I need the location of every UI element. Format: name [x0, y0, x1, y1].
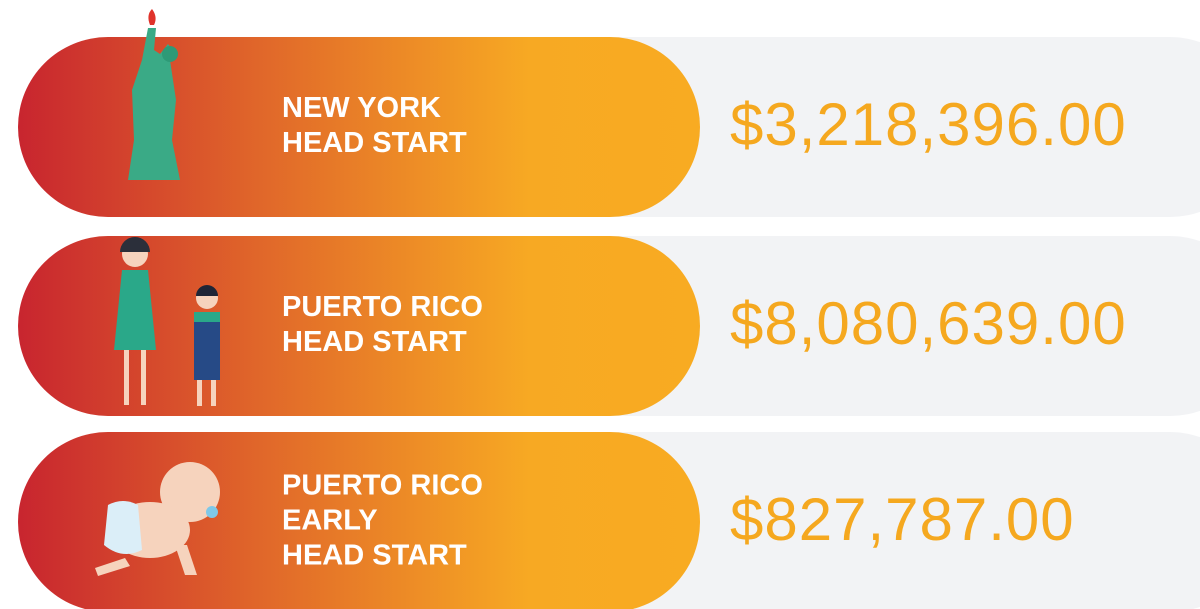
- icon-legs: [141, 350, 146, 405]
- program-label: HEAD START: [282, 127, 467, 159]
- page: NEW YORKHEAD START$3,218,396.00PUERTO RI…: [0, 0, 1200, 609]
- funding-amount: $3,218,396.00: [730, 91, 1127, 158]
- program-label: NEW YORK: [282, 92, 441, 124]
- program-label: PUERTO RICO: [282, 470, 483, 502]
- icon-legs: [124, 350, 129, 405]
- funding-amount: $827,787.00: [730, 486, 1075, 553]
- icon-head: [162, 46, 178, 62]
- icon-legs: [197, 380, 202, 406]
- program-label: EARLY: [282, 505, 378, 537]
- icon-pants: [194, 322, 220, 380]
- program-label: HEAD START: [282, 326, 467, 358]
- icon-pacifier: [206, 506, 218, 518]
- funding-amount: $8,080,639.00: [730, 290, 1127, 357]
- program-label: HEAD START: [282, 540, 467, 572]
- icon-legs: [211, 380, 216, 406]
- program-label: PUERTO RICO: [282, 291, 483, 323]
- infographic: NEW YORKHEAD START$3,218,396.00PUERTO RI…: [0, 0, 1200, 609]
- icon-diaper: [104, 501, 142, 554]
- icon-torch: [148, 9, 155, 25]
